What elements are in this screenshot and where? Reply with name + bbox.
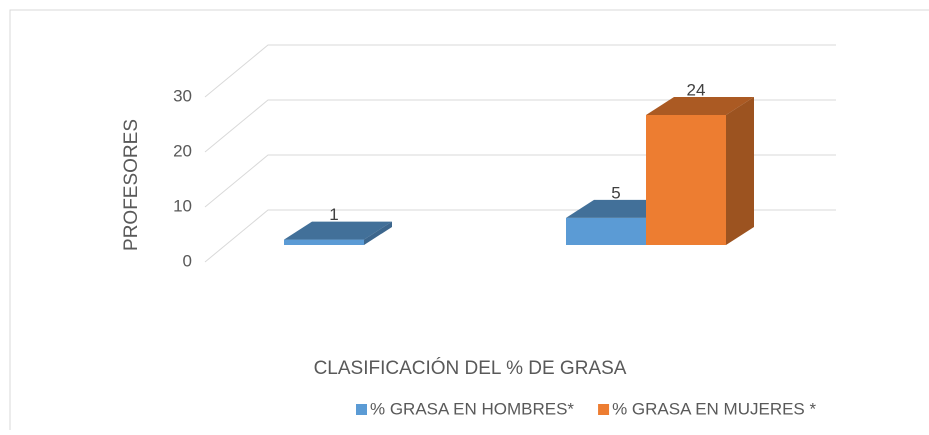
bar-top (646, 97, 754, 115)
bar-side (364, 221, 392, 245)
bar (284, 221, 392, 245)
data-label: 5 (611, 183, 620, 202)
bar (646, 97, 754, 245)
bar-front (646, 115, 726, 245)
y-tick-label: 0 (183, 251, 192, 270)
grid-line (204, 44, 836, 98)
y-tick-label: 10 (173, 196, 192, 215)
y-tick-label: 30 (173, 86, 192, 105)
bar-top (284, 221, 392, 240)
x-tick-label-box (484, 280, 684, 340)
data-label: 24 (687, 80, 706, 99)
legend-swatch (598, 404, 610, 415)
x-axis-title: CLASIFICACIÓN DEL % DE GRASA (314, 357, 627, 379)
legend-label: % GRASA EN HOMBRES* (370, 399, 574, 418)
bar-side (726, 97, 754, 245)
y-tick-label: 20 (173, 141, 192, 160)
grid-line (204, 99, 836, 153)
y-axis-title: PROFESORES (121, 119, 142, 251)
x-tick-label-box (202, 280, 402, 340)
legend-label: % GRASA EN MUJERES * (612, 399, 816, 418)
bar-front (284, 239, 364, 245)
data-label: 1 (329, 205, 338, 224)
bar-front (566, 217, 646, 245)
legend-swatch (356, 404, 367, 415)
chart-frame (9, 9, 929, 430)
